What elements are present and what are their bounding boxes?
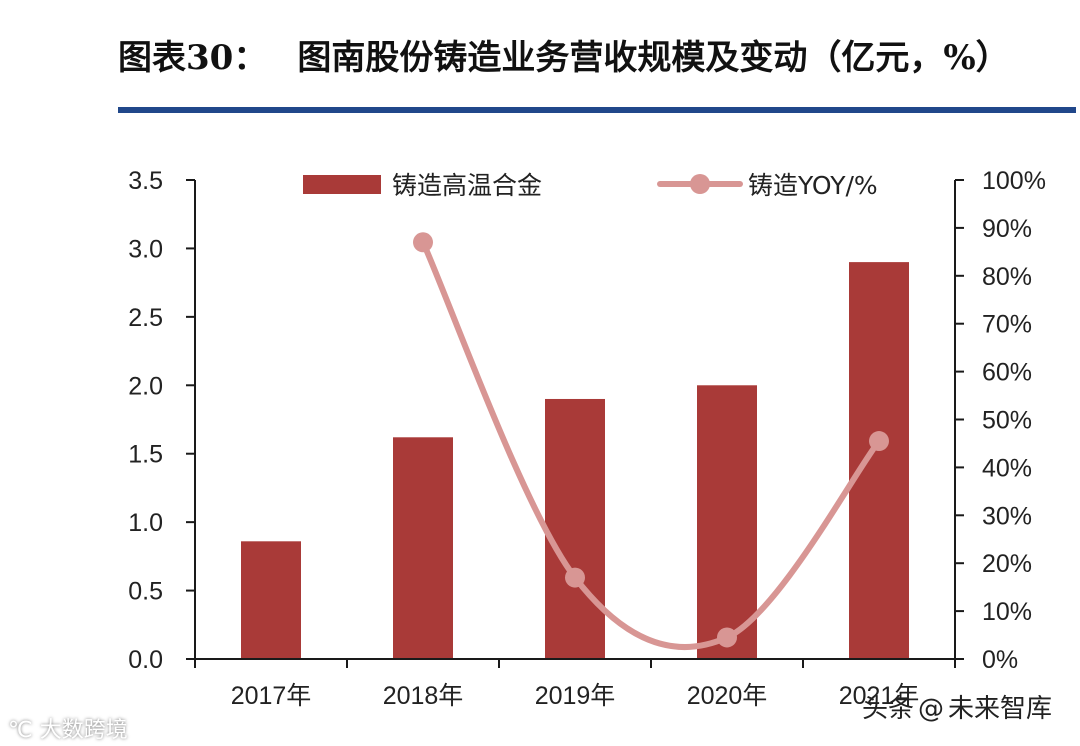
y-tick-label: 0.5 [128,578,163,606]
x-tick-label: 2019年 [535,682,616,710]
legend-bar-swatch [303,175,381,194]
watermark-right: 头条 @ 未来智库 [862,690,1052,728]
yoy-line [420,239,882,651]
yoy-point-1 [565,567,585,588]
x-tick-label: 2017年 [231,682,312,710]
yoy-point-3 [869,431,889,452]
bar-3 [697,385,757,659]
y2-tick-label: 100% [982,167,1046,195]
y2-tick-label: 80% [982,263,1032,291]
y2-tick-label: 70% [982,311,1032,339]
y-tick-label: 3.5 [128,167,163,195]
watermark-left-text: 大数跨境 [39,718,128,743]
y-tick-label: 2.0 [128,372,163,400]
x-tick-label: 2020年 [687,682,768,710]
figure-label: 图表30： [118,38,268,78]
bar-4 [849,262,909,659]
figure-title: 图南股份铸造业务营收规模及变动（亿元，%） [297,38,1010,78]
bars-layer [241,262,909,659]
y2-tick-label: 10% [982,598,1032,626]
x-tick-label: 2018年 [383,682,464,710]
bar-1 [393,437,453,659]
chart-title: 图表30： 图南股份铸造业务营收规模及变动（亿元，%） [118,28,1010,88]
bar-0 [241,541,301,659]
y-tick-label: 0.0 [128,646,163,674]
watermark-at: @ [918,694,945,724]
title-underline [118,107,1076,113]
y2-tick-label: 0% [982,646,1018,674]
y-tick-label: 1.0 [128,509,163,537]
legend-bar-label: 铸造高温合金 [392,171,542,200]
y2-tick-label: 50% [982,407,1032,435]
y2-tick-label: 60% [982,359,1032,387]
y-tick-label: 1.5 [128,441,163,469]
y2-tick-label: 30% [982,502,1032,530]
bar-2 [545,398,605,659]
watermark-name: 未来智库 [948,694,1053,724]
y2-tick-label: 40% [982,454,1032,482]
watermark-left: ℃ 大数跨境 [8,718,128,743]
y-tick-label: 2.5 [128,304,163,332]
legend-layer: 铸造高温合金 铸造YOY/% [303,171,878,200]
axes-layer: 0.0 0.5 1.0 1.5 2.0 2.5 3.0 3.5 0% 10% 20% 30% 40% 50… [128,167,1046,710]
yoy-point-2 [717,627,737,648]
yoy-point-0 [413,232,433,253]
y2-tick-label: 20% [982,550,1032,578]
legend-line-label: 铸造YOY/% [748,171,878,200]
legend-line-marker [690,174,710,194]
line-layer [413,232,889,651]
x-tick-label: 2021年 [839,682,920,710]
watermark-source: 头条 [862,694,915,724]
y-tick-label: 3.0 [128,235,163,263]
y2-tick-label: 90% [982,215,1032,243]
